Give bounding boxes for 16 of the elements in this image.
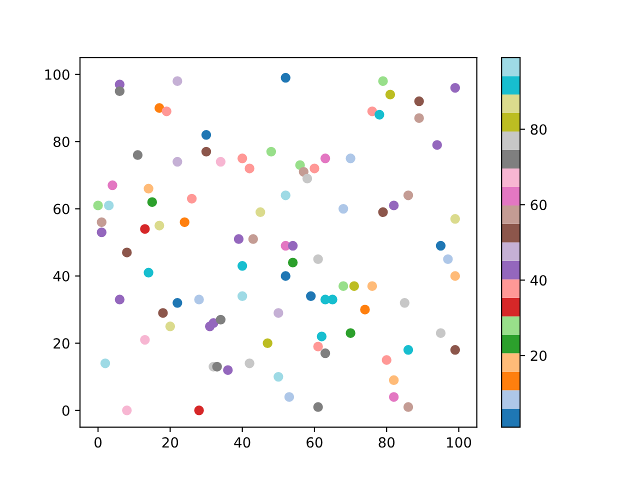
y-tick-label: 20 xyxy=(54,338,70,349)
y-tick-label: 80 xyxy=(54,136,70,148)
x-tick-label: 60 xyxy=(306,437,322,448)
y-tick-label: 100 xyxy=(45,69,70,80)
x-tick-label: 0 xyxy=(94,437,102,448)
y-tick-label: 60 xyxy=(54,204,70,214)
y-tick-label: 0 xyxy=(62,405,70,416)
color-bar-label: 60 xyxy=(530,200,547,210)
color-bar-label: 20 xyxy=(530,350,547,362)
color-bar-label: 40 xyxy=(530,275,547,286)
x-tick-label: 20 xyxy=(162,437,178,448)
y-tick-label: 40 xyxy=(53,270,70,282)
x-tick-label: 40 xyxy=(234,437,250,448)
color-bar-label: 80 xyxy=(530,124,547,135)
x-tick-label: 100 xyxy=(447,437,472,448)
x-tick-label: 80 xyxy=(378,437,395,448)
